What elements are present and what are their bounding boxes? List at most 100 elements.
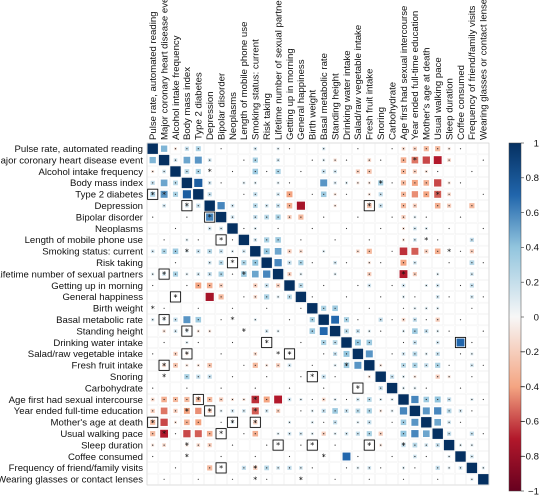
heatmap-cell-bg — [341, 211, 352, 223]
heatmap-cell-bg — [477, 223, 489, 234]
heatmap-cell-bg — [181, 462, 193, 474]
significance-star: * — [322, 453, 326, 462]
heatmap-cell-box — [204, 211, 216, 223]
heatmap-cell-bg — [329, 200, 341, 212]
column-labels: Pulse rate, automated reading Major coron… — [148, 0, 490, 140]
heatmap-cell-bg — [432, 359, 444, 371]
heatmap-dot — [334, 193, 336, 195]
heatmap-grid: * ******* *** **** **** ** * ** * ** ** *** ********… — [146, 142, 490, 486]
heatmap-dot — [345, 262, 348, 264]
heatmap-dot — [425, 319, 427, 321]
heatmap-cell-bg — [466, 280, 478, 291]
column-label: Age first had sexual intercourse — [399, 6, 410, 140]
heatmap-cell-bg — [249, 394, 261, 405]
heatmap-cell-bg — [272, 359, 284, 371]
heatmap-dot — [300, 410, 302, 412]
heatmap-dot — [300, 262, 302, 264]
heatmap-cell-bg — [295, 166, 307, 177]
significance-star: * — [402, 270, 406, 279]
heatmap-dot — [311, 398, 313, 401]
heatmap-cell-bg — [432, 348, 444, 360]
heatmap-dot — [425, 398, 427, 401]
heatmap-cell-bg — [409, 200, 421, 212]
heatmap-cell-bg — [158, 200, 170, 212]
heatmap-cell-bg — [409, 371, 421, 383]
heatmap-cell-bg — [227, 143, 238, 155]
heatmap-dot — [357, 250, 359, 252]
heatmap-cell-bg — [238, 143, 250, 155]
heatmap-dot — [437, 364, 439, 366]
heatmap-cell-bg — [386, 143, 398, 155]
heatmap-cell-bg — [477, 405, 489, 417]
heatmap-cell-bg — [306, 337, 318, 348]
heatmap-cell-bg — [375, 382, 387, 394]
heatmap-cell-bg — [306, 359, 318, 371]
heatmap-dot — [414, 262, 416, 264]
heatmap-cell-bg — [466, 154, 478, 166]
heatmap-cell-bg — [409, 382, 421, 394]
heatmap-cell-bg — [147, 280, 159, 291]
heatmap-dot — [368, 330, 370, 332]
heatmap-cell-bg — [272, 166, 284, 177]
heatmap-dot — [345, 398, 348, 401]
heatmap-cell-bg — [329, 143, 341, 155]
heatmap-cell-bg — [192, 177, 204, 189]
heatmap-cell-bg — [238, 359, 250, 371]
heatmap-dot — [163, 330, 165, 332]
heatmap-cell-bg — [227, 188, 238, 200]
heatmap-cell-bg — [272, 200, 284, 212]
heatmap-cell-bg — [295, 302, 307, 314]
row-label: Sleep duration — [81, 440, 143, 451]
heatmap-cell-bg — [147, 268, 159, 280]
heatmap-cell-bg — [363, 325, 375, 337]
heatmap-cell-bg — [238, 302, 250, 314]
heatmap-dot — [402, 478, 405, 480]
heatmap-cell-bg — [375, 280, 387, 291]
heatmap-dot — [300, 307, 302, 309]
heatmap-dot — [357, 216, 359, 218]
heatmap-cell-bg — [261, 359, 273, 371]
heatmap-dot — [368, 193, 370, 195]
heatmap-dot — [323, 433, 325, 435]
heatmap-cell-bg — [375, 439, 387, 451]
heatmap-cell-bg — [147, 291, 159, 303]
heatmap-cell-bg — [341, 314, 352, 326]
heatmap-cell-bg — [443, 337, 455, 348]
heatmap-cell-bg — [375, 211, 387, 223]
heatmap-cell-bg — [409, 154, 421, 166]
heatmap-dot — [402, 330, 405, 332]
heatmap-cell-bg — [261, 211, 273, 223]
heatmap-dot — [266, 296, 268, 298]
heatmap-cell-box — [226, 416, 239, 428]
heatmap-dot — [243, 398, 245, 401]
heatmap-cell-bg — [398, 234, 409, 246]
heatmap-cell-bg — [420, 188, 432, 200]
heatmap-cell-bg — [398, 154, 409, 166]
heatmap-cell-bg — [341, 234, 352, 246]
heatmap-cell-bg — [295, 314, 307, 326]
heatmap-cell-bg — [170, 462, 181, 474]
heatmap-cell — [411, 247, 419, 255]
significance-star: * — [276, 350, 280, 359]
heatmap-dot — [300, 444, 302, 446]
heatmap-cell-bg — [341, 200, 352, 212]
heatmap-cell-bg — [306, 291, 318, 303]
heatmap-cell-bg — [170, 416, 181, 428]
heatmap-dot — [437, 170, 439, 173]
heatmap-cell-bg — [375, 394, 387, 405]
column-label: Mother's age at death — [422, 48, 433, 140]
heatmap-cell-bg — [363, 451, 375, 462]
heatmap-cell-bg — [341, 382, 352, 394]
heatmap-cell — [261, 257, 272, 268]
heatmap-dot — [186, 170, 188, 173]
heatmap-cell-bg — [443, 211, 455, 223]
heatmap-cell-bg — [272, 245, 284, 257]
colorbar-tick-label: −0.8 — [520, 452, 539, 463]
heatmap-dot — [368, 421, 370, 423]
heatmap-dot — [368, 262, 370, 264]
heatmap-cell-bg — [455, 234, 466, 246]
heatmap-cell-bg — [204, 314, 216, 326]
heatmap-dot — [448, 455, 450, 458]
heatmap-cell-bg — [375, 428, 387, 440]
significance-star: * — [185, 407, 189, 416]
